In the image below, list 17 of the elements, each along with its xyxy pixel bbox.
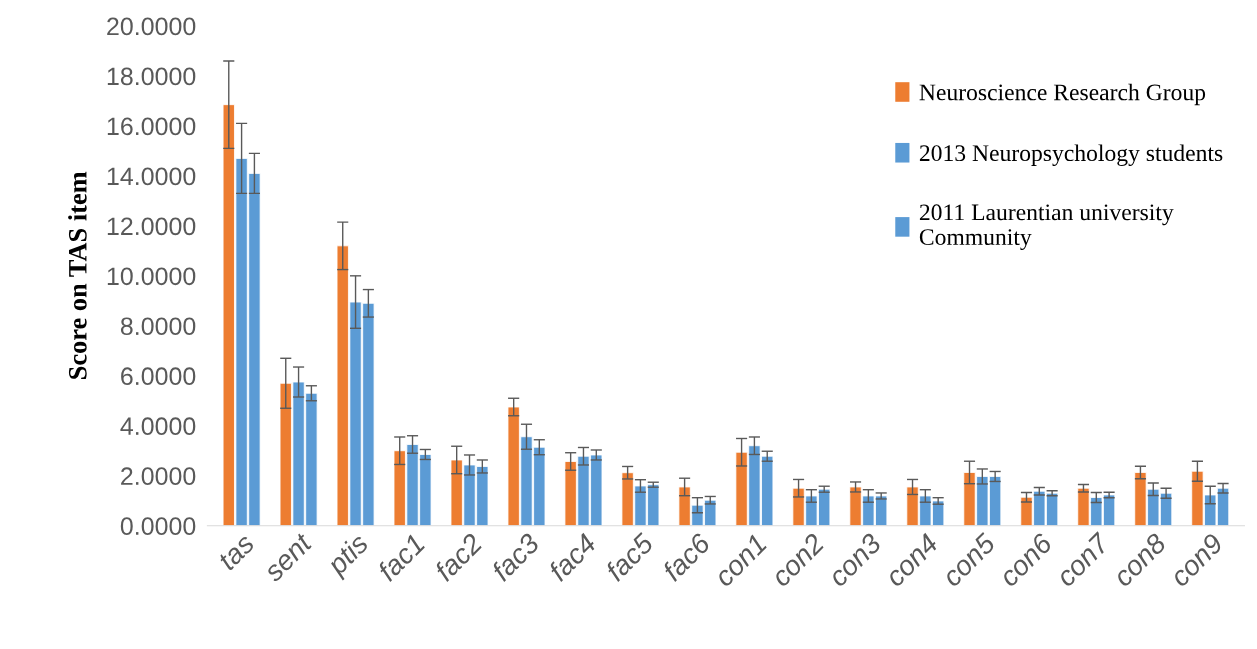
legend-label: Neuroscience Research Group	[919, 83, 1206, 106]
x-tick-label: tas	[217, 533, 256, 571]
y-tick-label: 16.0000	[107, 117, 196, 136]
y-tick-label: 12.0000	[107, 217, 196, 236]
y-tick-label: 4.0000	[120, 417, 196, 436]
legend-label: 2011 Laurentian university Community	[919, 204, 1174, 250]
y-axis-title: Score on TAS item	[68, 171, 87, 379]
y-tick-label: 6.0000	[121, 367, 196, 386]
y-tick-label: 0.0000	[120, 517, 196, 535]
y-tick-label: 18.0000	[107, 67, 196, 86]
y-tick-label: 20.0000	[107, 17, 196, 36]
y-tick-label: 10.0000	[107, 267, 196, 286]
y-tick-label: 2.0000	[121, 467, 196, 486]
x-tick-label: ptis	[324, 531, 374, 581]
legend-label: 2013 Neuropsychology students	[919, 144, 1223, 166]
y-tick-label: 8.0000	[120, 317, 196, 336]
y-tick-label: 14.0000	[107, 167, 196, 186]
